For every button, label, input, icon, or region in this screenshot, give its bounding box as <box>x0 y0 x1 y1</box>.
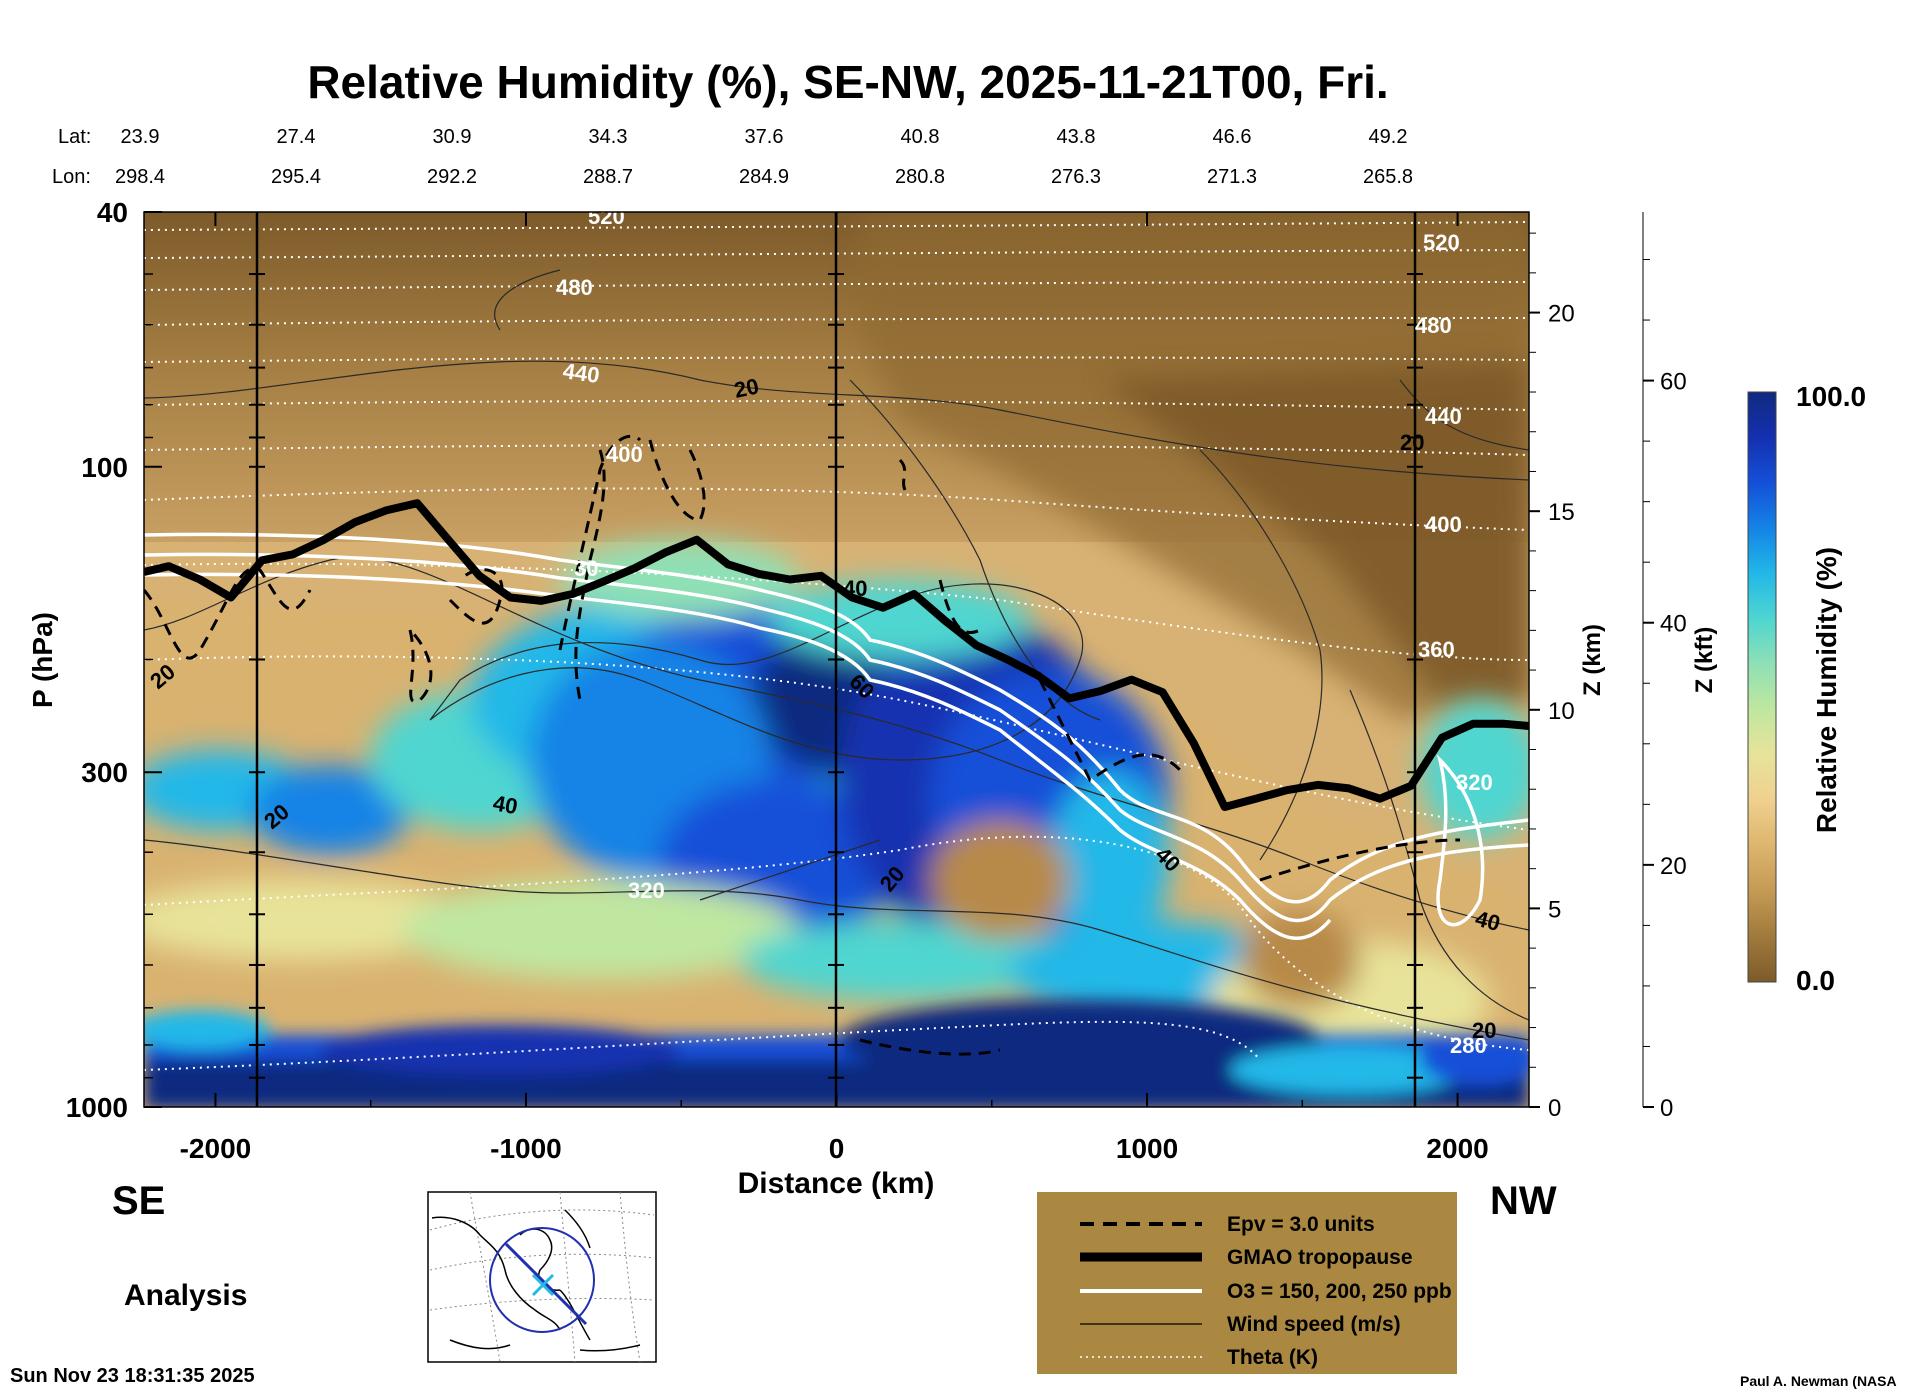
lat-value: 23.9 <box>121 126 160 148</box>
y-tick-label: 40 <box>97 197 128 228</box>
theta-label: 320 <box>1456 770 1493 795</box>
x-axis: -2000 -1000 0 1000 2000 <box>180 212 1489 1164</box>
lat-value: 27.4 <box>277 126 316 148</box>
legend-ozone-label: O3 = 150, 200, 250 ppb <box>1227 1280 1452 1303</box>
colorbar: 100.0 0.0 Relative Humidity (%) <box>1747 381 1866 996</box>
theta-label: 480 <box>556 275 593 300</box>
map-graticule <box>429 1191 655 1363</box>
wind-label: 20 <box>1400 430 1424 455</box>
y-tick-label: 1000 <box>66 1092 128 1123</box>
x-tick-label: -1000 <box>490 1133 562 1164</box>
lon-value: 288.7 <box>583 166 633 188</box>
lon-value: 295.4 <box>271 166 321 188</box>
z-kft-label: Z (kft) <box>1691 627 1718 694</box>
plot-area: 520 480 440 400 520 480 440 400 360 320 … <box>144 204 1529 1107</box>
lon-value: 276.3 <box>1051 166 1101 188</box>
mode-label: Analysis <box>124 1279 247 1312</box>
theta-label: 280 <box>1450 1033 1487 1058</box>
theta-label: 440 <box>561 358 601 388</box>
legend-theta-label: Theta (K) <box>1227 1346 1318 1369</box>
lat-value: 43.8 <box>1057 126 1096 148</box>
lon-value: 292.2 <box>427 166 477 188</box>
colorbar-min: 0.0 <box>1796 965 1835 996</box>
z-km-tick-label: 20 <box>1548 301 1575 328</box>
wind-label: 40 <box>843 576 867 601</box>
lat-value: 37.6 <box>745 126 784 148</box>
center-marker-stroke <box>531 1273 555 1297</box>
wind-label: 20 <box>732 373 761 403</box>
section-range-circle <box>489 1227 595 1333</box>
theta-label: 400 <box>1425 512 1462 537</box>
x-tick-label: 1000 <box>1116 1133 1178 1164</box>
lat-value: 30.9 <box>433 126 472 148</box>
y-axis-label: P (hPa) <box>27 612 58 708</box>
z-km-axis: 0 5 10 15 20 <box>1528 212 1575 1122</box>
y-axis: 40 100 300 1000 <box>66 197 162 1123</box>
lon-value: 284.9 <box>739 166 789 188</box>
colorbar-max: 100.0 <box>1796 381 1866 412</box>
theta-label: 480 <box>1415 313 1452 338</box>
credit: Paul A. Newman (NASA <box>1740 1373 1897 1389</box>
theta-label: 400 <box>606 442 643 467</box>
theta-label: 520 <box>1423 230 1460 255</box>
theta-label: 320 <box>628 878 665 903</box>
theta-label: 520 <box>588 204 625 229</box>
y-tick-label: 100 <box>81 452 128 483</box>
direction-se: SE <box>112 1179 165 1223</box>
lat-value: 40.8 <box>901 126 940 148</box>
z-km-tick-label: 15 <box>1548 499 1575 526</box>
colorbar-label: Relative Humidity (%) <box>1811 547 1842 833</box>
legend-wind-label: Wind speed (m/s) <box>1227 1313 1401 1336</box>
x-tick-label: 2000 <box>1426 1133 1488 1164</box>
z-kft-tick-label: 40 <box>1660 611 1687 638</box>
lat-value: 46.6 <box>1213 126 1252 148</box>
x-tick-label: 0 <box>829 1133 845 1164</box>
theta-contours <box>144 221 1529 1071</box>
chart-title: Relative Humidity (%), SE-NW, 2025-11-21… <box>307 56 1388 108</box>
lat-lon-header: Lat: Lon: 23.9 27.4 30.9 34.3 37.6 40.8 43.8 46… <box>52 126 1413 188</box>
o3-label: 30 <box>574 556 598 581</box>
y-tick-label: 300 <box>81 757 128 788</box>
lat-values: 23.9 27.4 30.9 34.3 37.6 40.8 43.8 46.6 49.2 <box>121 126 1408 148</box>
z-kft-tick-label: 0 <box>1660 1095 1673 1122</box>
z-km-tick-label: 5 <box>1548 896 1561 923</box>
z-km-label: Z (km) <box>1579 624 1606 696</box>
z-kft-tick-label: 60 <box>1660 369 1687 396</box>
z-kft-axis: 0 20 40 60 <box>1642 212 1687 1122</box>
wind-label: 20 <box>1472 1018 1496 1043</box>
marker-ticks <box>249 273 1423 1079</box>
colorbar-scale <box>1747 391 1777 983</box>
x-tick-label: -2000 <box>180 1133 252 1164</box>
lat-value: 34.3 <box>589 126 628 148</box>
theta-label: 440 <box>1425 404 1462 429</box>
wind-speed-contours <box>144 269 1529 1041</box>
legend-tropopause-label: GMAO tropopause <box>1227 1246 1413 1269</box>
direction-nw: NW <box>1490 1179 1557 1223</box>
lat-label: Lat: <box>58 126 91 148</box>
lon-value: 280.8 <box>895 166 945 188</box>
lon-label: Lon: <box>52 166 91 188</box>
dry-region-nw-core <box>1100 360 1529 700</box>
lat-value: 49.2 <box>1369 126 1408 148</box>
lon-value: 265.8 <box>1363 166 1413 188</box>
z-km-tick-label: 10 <box>1548 698 1575 725</box>
lon-value: 298.4 <box>115 166 165 188</box>
timestamp: Sun Nov 23 18:31:35 2025 <box>10 1365 255 1387</box>
x-axis-label: Distance (km) <box>738 1167 935 1200</box>
z-kft-tick-label: 20 <box>1660 853 1687 880</box>
lon-values: 298.4 295.4 292.2 288.7 284.9 280.8 276.3 271.3… <box>115 166 1413 188</box>
z-km-tick-label: 0 <box>1548 1095 1561 1122</box>
lon-value: 271.3 <box>1207 166 1257 188</box>
theta-label-group: 520 480 440 400 520 480 440 400 360 320 … <box>556 204 1493 1058</box>
theta-label: 360 <box>1418 637 1455 662</box>
wind-label: 40 <box>491 790 519 819</box>
legend: Epv = 3.0 units GMAO tropopause O3 = 150… <box>1037 1192 1457 1374</box>
legend-epv-label: Epv = 3.0 units <box>1227 1213 1375 1236</box>
inset-map <box>427 1191 657 1363</box>
inset-map-frame <box>427 1191 657 1363</box>
